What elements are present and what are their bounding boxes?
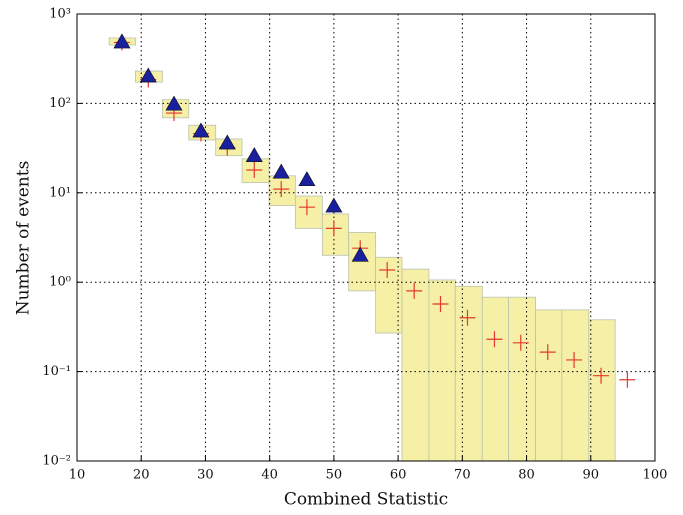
plus-marker [593,367,610,384]
plus-marker [379,261,396,278]
band-bin [588,319,616,462]
y-tick-label: 10⁻¹ [42,364,71,379]
triangle-marker [325,197,343,213]
band-bin [561,309,590,462]
x-tick-label: 80 [518,468,535,483]
band-bin [321,213,350,256]
x-tick-label: 30 [197,468,214,483]
triangle-marker [113,33,131,49]
x-tick-label: 20 [133,468,150,483]
plus-marker [619,371,636,388]
x-tick-label: 100 [643,468,668,483]
band-bin [375,256,403,334]
x-tick-label: 60 [390,468,407,483]
band-bin [268,175,296,206]
triangle-marker [298,171,316,187]
plus-marker [459,309,476,326]
plus-marker [298,199,315,216]
x-axis-title: Combined Statistic [284,490,448,510]
band-bin [481,296,509,462]
y-tick-label: 10³ [49,7,71,22]
y-tick-label: 10² [49,96,71,111]
x-tick-label: 90 [583,468,600,483]
plus-marker [486,331,503,348]
y-tick-label: 10⁻² [42,454,71,469]
x-tick-label: 70 [454,468,471,483]
band-bin [241,158,270,184]
plus-marker [432,296,449,313]
triangle-marker [192,122,210,138]
plus-marker [539,344,556,361]
plus-marker [273,181,290,198]
plus-marker [246,161,263,178]
y-axis-title: Number of events [14,161,34,316]
triangle-marker [272,163,290,179]
triangle-marker [351,246,369,262]
plus-marker [566,351,583,368]
plus-marker [512,334,529,351]
band-bin [428,279,456,462]
band-bin [401,268,430,462]
plus-marker [406,282,423,299]
band-bin [294,195,323,229]
triangle-marker [139,67,157,83]
triangle-marker [245,147,263,163]
x-tick-label: 10 [69,468,86,483]
band-bin [348,232,377,292]
plus-marker [325,220,342,237]
triangle-marker [218,134,236,150]
triangle-marker [165,95,183,111]
x-tick-label: 50 [326,468,343,483]
x-tick-label: 40 [261,468,278,483]
band-bin [508,296,536,462]
band-bin [535,309,563,462]
y-tick-label: 10¹ [49,185,71,200]
plot-frame [76,13,656,462]
band-bin [454,285,483,462]
y-tick-label: 10⁰ [49,275,71,290]
